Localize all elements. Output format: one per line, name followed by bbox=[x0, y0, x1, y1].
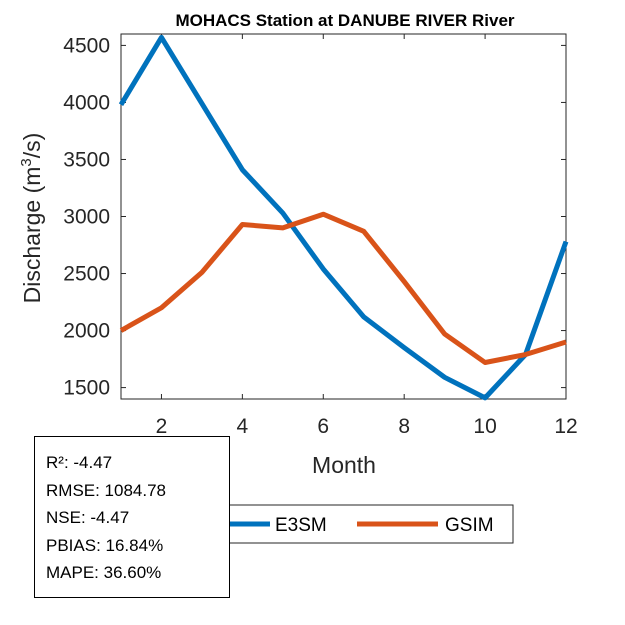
legend-label-e3sm: E3SM bbox=[275, 515, 327, 536]
y-tick-label: 2500 bbox=[63, 263, 110, 286]
x-tick-label: 4 bbox=[237, 415, 249, 438]
x-tick-label: 6 bbox=[317, 415, 329, 438]
stat-r2: R²: -4.47 bbox=[46, 453, 113, 472]
x-axis-label: Month bbox=[312, 452, 376, 478]
y-tick-label: 3000 bbox=[63, 206, 110, 229]
series-line-gsim bbox=[119, 211, 567, 365]
y-tick-label: 4500 bbox=[63, 34, 110, 57]
x-tick-label: 10 bbox=[473, 415, 496, 438]
x-tick-label: 8 bbox=[398, 415, 410, 438]
stats-box: R²: -4.47 RMSE: 1084.78 NSE: -4.47 PBIAS… bbox=[34, 436, 230, 598]
x-tick-label: 12 bbox=[554, 415, 577, 438]
y-tick-label: 4000 bbox=[63, 91, 110, 114]
stat-nse: NSE: -4.47 bbox=[46, 508, 130, 527]
x-tick-label: 2 bbox=[156, 415, 168, 438]
plot-area bbox=[120, 33, 567, 400]
stat-pbias: PBIAS: 16.84% bbox=[46, 535, 164, 555]
series-line-e3sm bbox=[118, 34, 569, 401]
legend-label-gsim: GSIM bbox=[445, 515, 494, 536]
series-lines bbox=[118, 34, 569, 401]
tick-labels: 2 4 6 8 10 12 1500 2000 2500 3000 3500 4000 4500 bbox=[63, 34, 577, 438]
stat-rmse: RMSE: 1084.78 bbox=[46, 480, 167, 500]
y-tick-label: 1500 bbox=[63, 377, 110, 400]
y-axis-label: Discharge (m3/s) bbox=[18, 133, 45, 304]
legend: E3SM GSIM bbox=[211, 504, 514, 544]
y-tick-label: 2000 bbox=[63, 320, 110, 343]
stat-mape: MAPE: 36.60% bbox=[46, 563, 162, 582]
chart-title: MOHACS Station at DANUBE RIVER River bbox=[175, 11, 514, 30]
y-tick-label: 3500 bbox=[63, 148, 110, 171]
